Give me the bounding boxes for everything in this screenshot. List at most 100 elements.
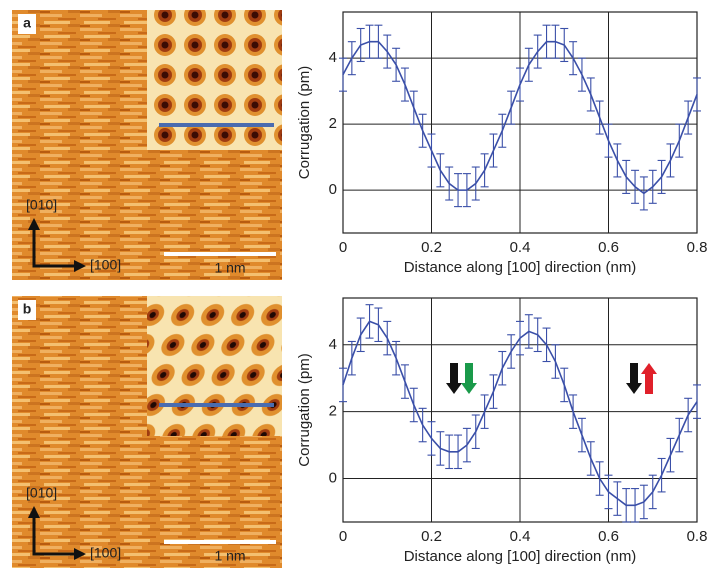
error-bar [409, 90, 418, 125]
x-tick-label: 0.4 [510, 239, 531, 256]
error-bar [560, 367, 569, 403]
error-bar [560, 27, 569, 63]
arrow-head [74, 260, 86, 272]
x-axis-label: Distance along [100] direction (nm) [404, 548, 637, 565]
error-bar [684, 100, 693, 135]
error-bar [392, 340, 401, 376]
error-bar [613, 481, 622, 516]
error-bar [693, 384, 701, 419]
axis-arrows [32, 226, 76, 268]
error-bar [383, 34, 392, 69]
error-bar [569, 394, 578, 429]
panel-label: a [23, 15, 31, 31]
error-bar [524, 314, 533, 349]
direction-label: [010] [26, 485, 57, 501]
error-bar [577, 417, 586, 453]
scale-bar-label: 1 nm [214, 548, 245, 564]
error-bar [604, 474, 613, 510]
direction-label: [010] [26, 197, 57, 213]
error-bar [657, 159, 666, 194]
error-bar [418, 113, 427, 148]
x-tick-label: 0.6 [598, 528, 619, 545]
error-bar [533, 317, 542, 353]
x-tick-label: 0.4 [510, 528, 531, 545]
error-bar [462, 173, 471, 208]
error-bar [356, 317, 365, 353]
x-tick-label: 0 [339, 239, 347, 256]
error-bar [356, 27, 365, 63]
error-bar [365, 24, 374, 59]
arrow-head [28, 506, 40, 518]
y-tick-label: 4 [329, 336, 337, 353]
error-bar [551, 24, 560, 59]
error-bar [569, 41, 578, 76]
error-bar [595, 100, 604, 135]
error-bar [365, 304, 374, 339]
error-bar [427, 133, 436, 168]
error-bar [507, 334, 516, 369]
error-bar [639, 484, 648, 520]
direction-label: [100] [90, 257, 121, 273]
error-bar [631, 169, 640, 204]
error-bar [595, 461, 604, 496]
x-tick-label: 0.2 [421, 528, 442, 545]
error-bar [409, 387, 418, 423]
error-bar [551, 344, 560, 379]
scale-bar-label: 1 nm [214, 260, 245, 276]
error-bar [648, 169, 657, 204]
error-bar [533, 34, 542, 69]
error-bar [400, 67, 409, 102]
error-bar [374, 24, 383, 59]
error-bar [462, 427, 471, 463]
error-bar [392, 47, 401, 82]
error-bar [445, 434, 454, 470]
error-bar [516, 320, 524, 356]
x-tick-label: 0.8 [687, 528, 708, 545]
error-bar [666, 437, 675, 473]
error-bar [524, 47, 533, 82]
arrow-head [74, 548, 86, 560]
error-bar [471, 166, 480, 201]
error-bar [480, 394, 489, 429]
error-bar [507, 90, 516, 125]
error-bar [454, 173, 463, 208]
error-bar [622, 159, 631, 194]
error-bar [339, 57, 347, 92]
error-bar [339, 367, 347, 403]
error-bar [586, 441, 595, 476]
error-bar [666, 143, 675, 178]
y-tick-label: 4 [329, 49, 337, 66]
x-tick-label: 0.2 [421, 239, 442, 256]
error-bar [498, 350, 507, 386]
error-bar [657, 457, 666, 493]
panel-label: b [23, 301, 32, 317]
y-tick-label: 0 [329, 470, 337, 487]
x-axis-label: Distance along [100] direction (nm) [404, 259, 637, 276]
y-tick-label: 2 [329, 403, 337, 420]
spin-arrows [446, 363, 657, 394]
error-bar [542, 24, 551, 59]
error-bar [604, 123, 613, 158]
error-bar [693, 77, 701, 112]
error-bar [383, 320, 392, 356]
error-bar [347, 41, 356, 76]
axis-arrows [32, 514, 76, 556]
error-bar [436, 431, 445, 466]
stm-inset [147, 296, 282, 436]
y-axis-label: Corrugation (pm) [296, 66, 313, 179]
error-bar [613, 143, 622, 178]
x-tick-label: 0 [339, 528, 347, 545]
error-bar [639, 176, 648, 211]
panel-label-bg [18, 14, 36, 34]
error-bar [684, 397, 693, 433]
error-bar [400, 364, 409, 399]
y-tick-label: 2 [329, 115, 337, 132]
error-bar [436, 153, 445, 188]
error-bar [489, 133, 498, 168]
error-bar [471, 414, 480, 449]
error-bar [675, 417, 684, 453]
y-axis-label: Corrugation (pm) [296, 353, 313, 466]
error-bar [648, 474, 657, 510]
error-bar [516, 67, 524, 102]
